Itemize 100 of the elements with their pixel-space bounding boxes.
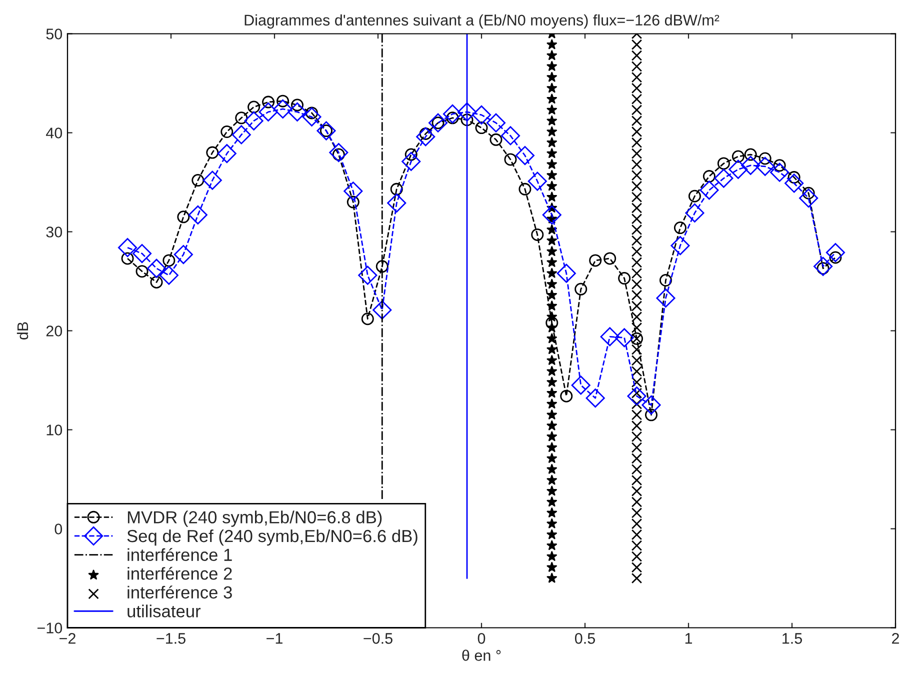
point [232, 125, 251, 144]
point [758, 152, 772, 165]
point [361, 312, 374, 326]
y-tick-label: 30 [46, 226, 62, 238]
point [631, 170, 642, 181]
point [442, 104, 462, 124]
point [546, 159, 558, 169]
point [631, 453, 642, 464]
point [631, 486, 642, 496]
point [546, 116, 558, 126]
point [546, 562, 558, 572]
point [404, 148, 418, 161]
point [546, 464, 558, 474]
point [472, 105, 492, 124]
point [546, 94, 558, 104]
point [132, 244, 152, 264]
y-tick-label: 0 [54, 524, 62, 534]
point [546, 300, 558, 310]
y-tick-label: 20 [46, 326, 62, 336]
point [390, 182, 403, 196]
point [717, 157, 730, 170]
point [631, 116, 642, 126]
point [631, 202, 642, 214]
point [546, 148, 558, 158]
point [631, 180, 642, 192]
point [714, 168, 734, 188]
point [546, 442, 558, 452]
point [146, 258, 166, 278]
point [732, 150, 744, 163]
x-tick-label: 1.5 [782, 633, 802, 644]
point [457, 102, 477, 122]
point [631, 148, 642, 159]
point [118, 238, 138, 258]
point [416, 127, 436, 146]
point [546, 257, 558, 267]
x-tick-label: −0.5 [364, 633, 392, 644]
point [560, 390, 573, 402]
point [631, 126, 642, 138]
point [162, 254, 176, 267]
point [642, 395, 661, 415]
point [546, 518, 558, 528]
point [546, 180, 558, 191]
point [376, 260, 388, 273]
point [546, 474, 558, 485]
point [546, 61, 558, 71]
point [486, 113, 506, 132]
point [546, 376, 558, 387]
point [631, 496, 642, 508]
point [276, 94, 290, 108]
point [546, 398, 558, 408]
point [121, 252, 134, 265]
point [631, 464, 642, 475]
point [631, 562, 642, 573]
legend-label: Seq de Ref (240 symb,Eb/N0=6.6 dB) [127, 529, 418, 546]
chart-title: Diagrammes d'antennes suivant a (Eb/N0 moyens) flux=−126 dBW/m² [244, 14, 720, 29]
point [631, 72, 642, 83]
point [631, 540, 642, 551]
point [614, 328, 634, 348]
legend-label: interférence 2 [128, 566, 232, 580]
point [586, 388, 605, 408]
point [604, 252, 616, 265]
legend-label: interférence 3 [128, 586, 232, 599]
point [346, 196, 360, 208]
point [546, 496, 558, 506]
point [631, 300, 642, 312]
point [631, 39, 642, 50]
point [504, 153, 517, 166]
point [631, 322, 642, 334]
point [546, 540, 558, 550]
legend-label: utilisateur [128, 604, 201, 618]
point [744, 148, 757, 161]
point [546, 366, 558, 376]
point [518, 182, 532, 196]
point [685, 203, 704, 222]
legend-label: MVDR (240 symb,Eb/N0=6.8 dB) [128, 510, 382, 527]
point [490, 133, 502, 146]
point [531, 228, 544, 241]
point [546, 192, 558, 202]
point [546, 104, 558, 114]
point [546, 126, 558, 136]
legend-label: interférence 1 [128, 548, 232, 562]
point [262, 96, 275, 108]
point [546, 355, 558, 365]
point [258, 102, 278, 122]
point [631, 420, 642, 432]
point [387, 194, 406, 213]
point [344, 182, 363, 201]
point [220, 126, 234, 138]
point [589, 254, 602, 267]
y-tick-label: 10 [46, 424, 62, 436]
point [500, 126, 520, 146]
point [188, 205, 208, 224]
point [631, 355, 642, 366]
point [546, 246, 558, 256]
point [402, 152, 421, 171]
point [631, 159, 642, 170]
point [631, 278, 642, 290]
point [631, 224, 642, 236]
point [291, 98, 304, 112]
point [631, 61, 642, 72]
